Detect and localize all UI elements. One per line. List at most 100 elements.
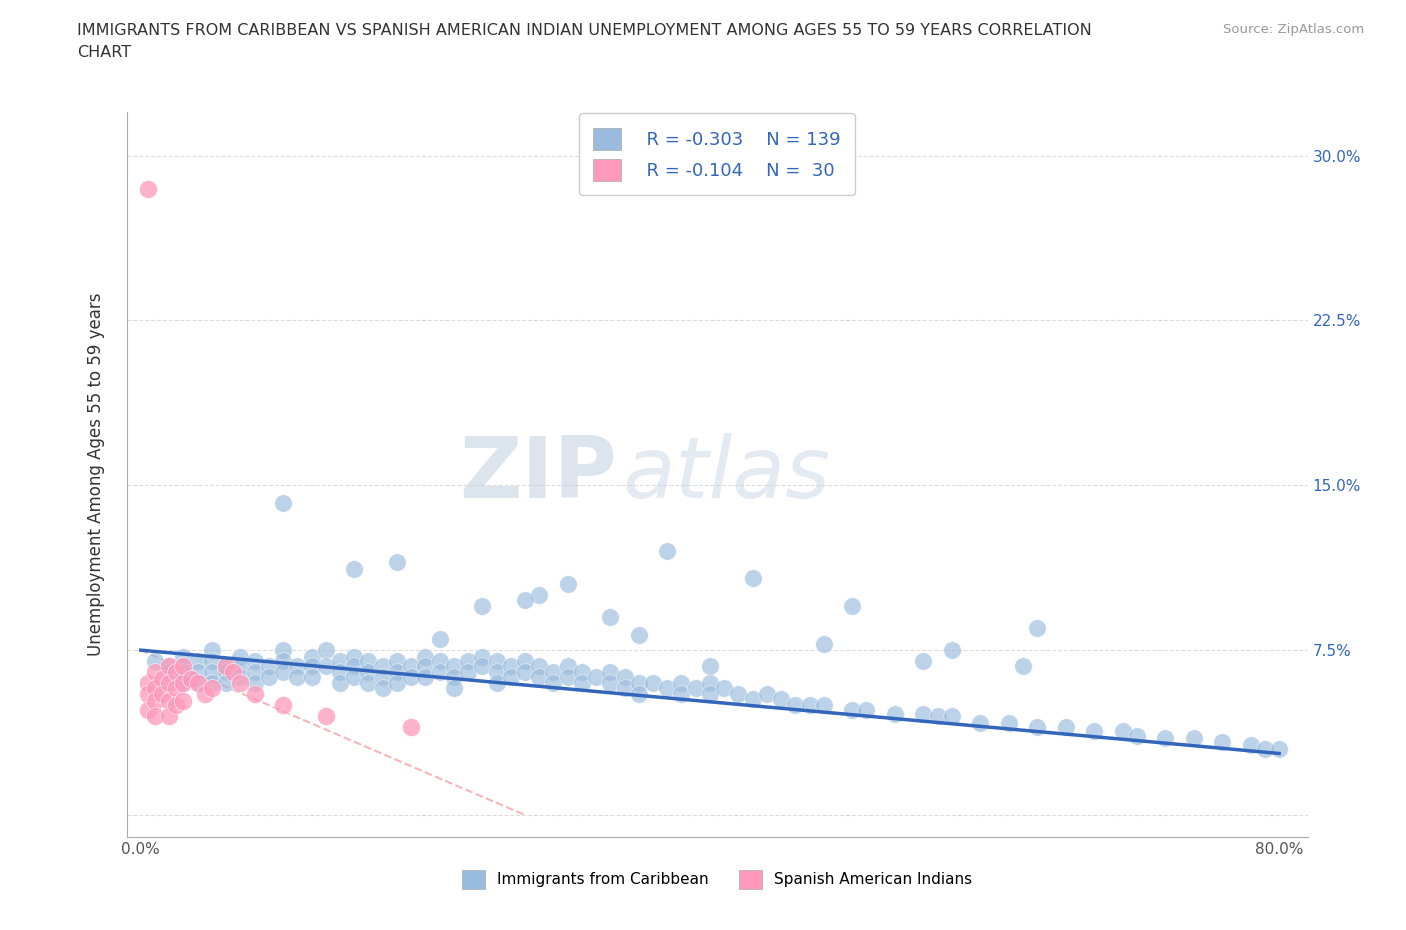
Point xyxy=(997,715,1019,730)
Point xyxy=(770,691,793,706)
Point xyxy=(1182,731,1205,746)
Point xyxy=(143,654,166,669)
Text: atlas: atlas xyxy=(623,432,831,516)
Point xyxy=(172,676,194,691)
Point xyxy=(1083,724,1105,739)
Point xyxy=(285,669,308,684)
Point xyxy=(1012,658,1035,673)
Point xyxy=(1240,737,1263,752)
Point xyxy=(415,658,437,673)
Point xyxy=(201,643,224,658)
Point xyxy=(599,610,621,625)
Point xyxy=(271,654,294,669)
Point xyxy=(315,643,337,658)
Point xyxy=(613,680,636,695)
Point xyxy=(429,654,451,669)
Point xyxy=(657,544,679,559)
Point xyxy=(301,658,323,673)
Point xyxy=(243,686,266,701)
Point xyxy=(143,680,166,695)
Point xyxy=(543,676,565,691)
Point xyxy=(713,680,735,695)
Point xyxy=(671,686,693,701)
Point xyxy=(599,665,621,680)
Point xyxy=(927,709,949,724)
Point xyxy=(315,709,337,724)
Point xyxy=(201,680,224,695)
Point xyxy=(884,707,907,722)
Point xyxy=(912,707,935,722)
Point xyxy=(229,649,252,664)
Point xyxy=(841,599,863,614)
Point xyxy=(201,676,224,691)
Point xyxy=(271,496,294,511)
Point xyxy=(257,658,280,673)
Point xyxy=(180,671,202,686)
Point xyxy=(1026,620,1049,635)
Point xyxy=(172,649,194,664)
Point xyxy=(172,676,194,691)
Point xyxy=(343,658,366,673)
Point xyxy=(527,669,550,684)
Point xyxy=(599,676,621,691)
Point xyxy=(841,702,863,717)
Point xyxy=(415,649,437,664)
Point xyxy=(150,686,173,701)
Point xyxy=(1126,728,1149,743)
Point xyxy=(165,698,187,712)
Point xyxy=(399,720,422,735)
Point xyxy=(699,686,721,701)
Point xyxy=(741,570,763,585)
Point xyxy=(429,665,451,680)
Point xyxy=(315,658,337,673)
Point xyxy=(271,643,294,658)
Point xyxy=(627,628,650,643)
Point xyxy=(157,658,180,673)
Point xyxy=(243,676,266,691)
Y-axis label: Unemployment Among Ages 55 to 59 years: Unemployment Among Ages 55 to 59 years xyxy=(87,293,105,656)
Point xyxy=(557,658,579,673)
Point xyxy=(485,676,508,691)
Point xyxy=(399,658,422,673)
Point xyxy=(257,669,280,684)
Point xyxy=(329,665,352,680)
Point xyxy=(243,654,266,669)
Point xyxy=(172,693,194,708)
Point xyxy=(371,680,394,695)
Point xyxy=(527,588,550,603)
Point xyxy=(727,686,749,701)
Point xyxy=(527,658,550,673)
Point xyxy=(471,599,494,614)
Point xyxy=(165,665,187,680)
Point xyxy=(499,669,522,684)
Point xyxy=(172,658,194,673)
Point xyxy=(172,658,194,673)
Point xyxy=(371,669,394,684)
Point xyxy=(941,709,963,724)
Point xyxy=(215,665,238,680)
Text: ZIP: ZIP xyxy=(458,432,617,516)
Text: Source: ZipAtlas.com: Source: ZipAtlas.com xyxy=(1223,23,1364,36)
Point xyxy=(136,676,159,691)
Point xyxy=(485,654,508,669)
Point xyxy=(136,686,159,701)
Point xyxy=(499,658,522,673)
Point xyxy=(222,665,245,680)
Point xyxy=(271,665,294,680)
Point xyxy=(357,654,380,669)
Point xyxy=(215,658,238,673)
Point xyxy=(357,665,380,680)
Point xyxy=(799,698,821,712)
Point xyxy=(385,654,408,669)
Point xyxy=(443,658,465,673)
Point xyxy=(585,669,607,684)
Point xyxy=(513,654,536,669)
Point xyxy=(613,669,636,684)
Point xyxy=(143,693,166,708)
Point xyxy=(301,669,323,684)
Legend: Immigrants from Caribbean, Spanish American Indians: Immigrants from Caribbean, Spanish Ameri… xyxy=(456,864,979,895)
Point xyxy=(172,665,194,680)
Point xyxy=(1054,720,1077,735)
Point xyxy=(741,691,763,706)
Point xyxy=(187,676,209,691)
